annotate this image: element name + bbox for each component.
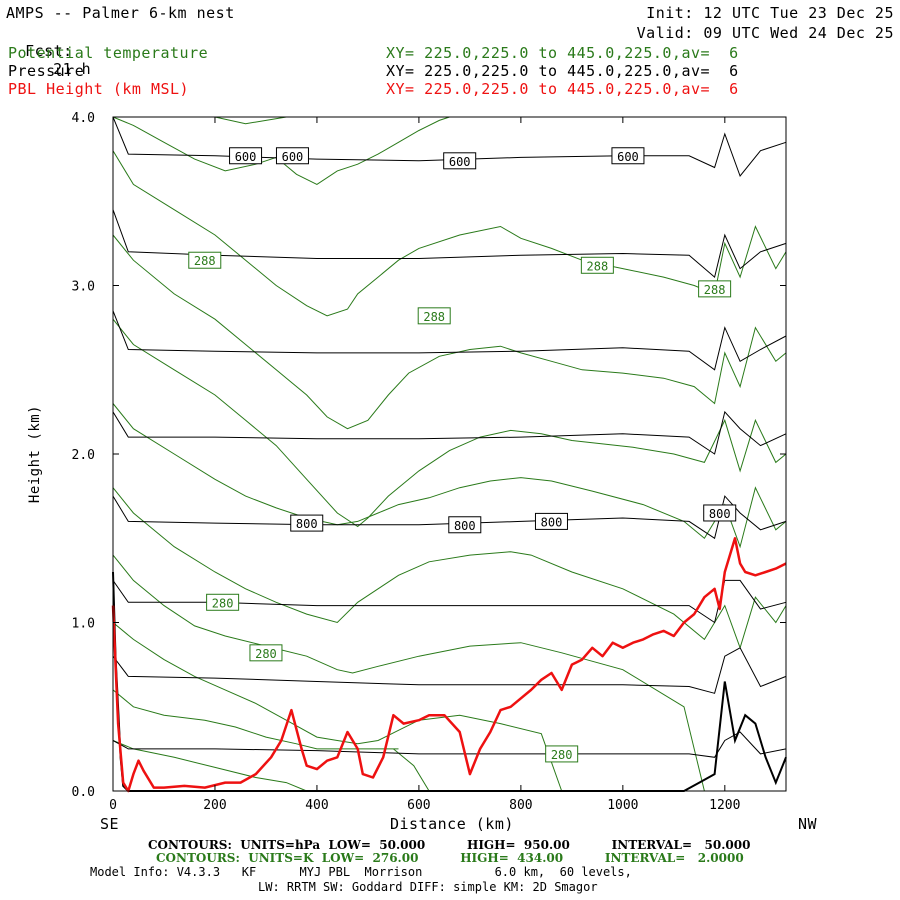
contour-label-1: 600 bbox=[282, 150, 304, 164]
contour-label-box-7 bbox=[703, 504, 737, 522]
theta-contour-5 bbox=[112, 487, 787, 650]
x-end-label-right: NW bbox=[798, 815, 818, 833]
valid-time: Valid: 09 UTC Wed 24 Dec 25 bbox=[636, 24, 894, 42]
contour-label-10: 288 bbox=[704, 283, 726, 297]
pressure-contour-800 bbox=[112, 495, 787, 540]
contour-label-box-5 bbox=[448, 516, 482, 534]
x-end-label-left: SE bbox=[100, 815, 120, 833]
contour-label-box-12 bbox=[206, 593, 240, 611]
y-axis-label: Height (km) bbox=[27, 404, 44, 504]
x-axis-label: Distance (km) bbox=[390, 815, 514, 833]
theta-contour-8 bbox=[112, 234, 787, 430]
contour-label-box-13 bbox=[249, 644, 283, 662]
pressure-contours bbox=[112, 116, 787, 758]
theta-contour-4 bbox=[112, 554, 705, 792]
theta-contour-7 bbox=[112, 318, 787, 528]
x-tick-label-0: 0 bbox=[109, 798, 117, 813]
x-tick-label-400: 400 bbox=[305, 798, 328, 813]
contour-label-2: 600 bbox=[449, 155, 471, 169]
theta-contour-11 bbox=[214, 116, 307, 125]
pressure-contour-700 bbox=[112, 310, 787, 371]
contour-label-6: 800 bbox=[541, 515, 563, 529]
contour-label-0: 600 bbox=[235, 150, 257, 164]
contour-label-box-10 bbox=[698, 280, 732, 298]
contour-label-11: 288 bbox=[423, 310, 445, 324]
contour-label-12: 280 bbox=[212, 596, 234, 610]
forecast-label: Fcst: bbox=[25, 42, 73, 60]
x-tick-label-1200: 1200 bbox=[709, 798, 740, 813]
contour-label-box-1 bbox=[275, 147, 309, 165]
legend-pressure-name: Pressure bbox=[8, 62, 85, 80]
y-tick-label-2.0: 2.0 bbox=[72, 448, 95, 463]
pressure-contour-950 bbox=[112, 731, 787, 758]
contour-label-box-6 bbox=[534, 512, 568, 530]
contour-label-4: 800 bbox=[296, 517, 318, 531]
contour-label-8: 288 bbox=[194, 254, 216, 268]
x-tick-label-600: 600 bbox=[407, 798, 430, 813]
contour-label-5: 800 bbox=[454, 519, 476, 533]
footer-pressure-contours: CONTOURS: UNITS=hPa LOW= 50.000 HIGH= 95… bbox=[148, 838, 751, 852]
header-title: AMPS -- Palmer 6-km nest bbox=[6, 4, 235, 22]
contour-label-box-3 bbox=[611, 147, 645, 165]
theta-contour-9 bbox=[112, 150, 787, 317]
forecast-value: 21 h bbox=[53, 60, 92, 78]
contour-label-box-2 bbox=[443, 152, 477, 170]
y-tick-label-1.0: 1.0 bbox=[72, 617, 95, 632]
theta-contour-10 bbox=[112, 116, 450, 185]
legend-pressure-xy: XY= 225.0,225.0 to 445.0,225.0,av= 6 bbox=[386, 62, 739, 80]
y-tick-label-4.0: 4.0 bbox=[72, 111, 95, 126]
contour-label-box-9 bbox=[580, 256, 614, 274]
theta-contour-1 bbox=[112, 689, 399, 750]
contour-label-box-0 bbox=[229, 147, 263, 165]
pressure-contour-900 bbox=[112, 647, 787, 694]
pressure-contour-750 bbox=[112, 410, 787, 455]
legend-theta-name: Potential temperature bbox=[8, 44, 209, 62]
y-tick-label-0.0: 0.0 bbox=[72, 785, 95, 800]
pbl-height-series bbox=[111, 537, 787, 793]
contour-label-7: 800 bbox=[709, 507, 731, 521]
contour-label-13: 280 bbox=[255, 647, 277, 661]
theta-contour-2 bbox=[393, 748, 430, 792]
legend-theta-xy: XY= 225.0,225.0 to 445.0,225.0,av= 6 bbox=[386, 44, 739, 62]
legend-pbl-xy: XY= 225.0,225.0 to 445.0,225.0,av= 6 bbox=[386, 80, 739, 98]
x-tick-label-200: 200 bbox=[203, 798, 226, 813]
contour-label-box-14 bbox=[545, 745, 579, 763]
plot-frame bbox=[112, 116, 787, 792]
theta-contour-3 bbox=[112, 622, 563, 792]
contour-label-box-11 bbox=[417, 307, 451, 325]
forecast-hour: Fcst: 21 h bbox=[6, 24, 91, 78]
footer-physics: LW: RRTM SW: Goddard DIFF: simple KM: 2D… bbox=[258, 880, 598, 894]
axes: 0 200 400 600 800 1000 1200 0.0 1.0 2.0 3.0 4.0 bbox=[72, 111, 786, 813]
contour-labels: 600 600 600 600 800 800 800 800 288 288 288 288 280 2… bbox=[188, 147, 737, 763]
contour-label-3: 600 bbox=[617, 150, 639, 164]
footer-theta-contours: CONTOURS: UNITS=K LOW= 276.00 HIGH= 434.… bbox=[156, 851, 744, 865]
footer-model-info: Model Info: V4.3.3 KF MYJ PBL Morrison 6… bbox=[90, 865, 632, 879]
theta-contours bbox=[112, 116, 787, 792]
contour-label-14: 280 bbox=[551, 748, 573, 762]
y-tick-label-3.0: 3.0 bbox=[72, 280, 95, 295]
pbl-height-line bbox=[111, 537, 787, 793]
x-tick-label-1000: 1000 bbox=[607, 798, 638, 813]
contour-label-box-4 bbox=[290, 514, 324, 532]
legend-pbl-name: PBL Height (km MSL) bbox=[8, 80, 190, 98]
init-time: Init: 12 UTC Tue 23 Dec 25 bbox=[646, 4, 894, 22]
x-tick-label-800: 800 bbox=[509, 798, 532, 813]
contour-label-9: 288 bbox=[587, 259, 609, 273]
contour-label-box-8 bbox=[188, 251, 222, 269]
